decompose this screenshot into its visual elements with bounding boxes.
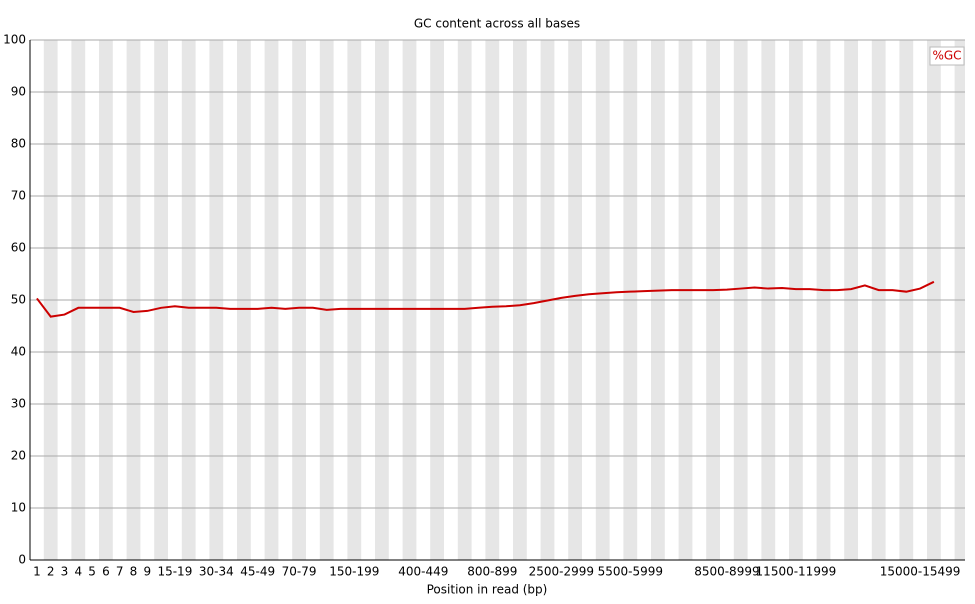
x-tick-label: 30-34 [199,565,234,579]
x-tick-label: 11500-11999 [756,565,837,579]
y-tick-label: 60 [11,241,26,255]
y-tick-label: 80 [11,137,26,151]
x-tick-label: 9 [143,565,151,579]
chart-title: GC content across all bases [414,17,580,31]
legend-box [929,46,965,66]
y-tick-label: 20 [11,449,26,463]
x-tick-label: 2500-2999 [529,565,594,579]
y-tick-label: 10 [11,501,26,515]
x-tick-label: 15-19 [157,565,192,579]
x-tick-label: 45-49 [240,565,275,579]
x-tick-label: 3 [61,565,69,579]
data-line [36,280,935,318]
x-tick-label: 5500-5999 [598,565,663,579]
legend-entry: %GC [932,49,961,63]
x-tick-label: 5 [88,565,96,579]
y-tick-label: 0 [18,553,26,567]
x-tick-label: 8500-8999 [694,565,759,579]
y-tick-label: 100 [3,33,26,47]
x-axis-label: Position in read (bp) [427,583,548,597]
x-tick-label: 7 [116,565,124,579]
x-tick-label: 800-899 [467,565,517,579]
y-tick-label: 90 [11,85,26,99]
y-tick-label: 50 [11,293,26,307]
y-tick-label: 30 [11,397,26,411]
x-tick-label: 1 [33,565,41,579]
y-tick-label: 70 [11,189,26,203]
x-tick-label: 400-449 [398,565,448,579]
x-tick-label: 150-199 [329,565,379,579]
x-tick-label: 15000-15499 [880,565,961,579]
x-tick-label: 6 [102,565,110,579]
x-tick-label: 8 [130,565,138,579]
x-tick-label: 2 [47,565,55,579]
x-tick-label: 70-79 [282,565,317,579]
x-tick-label: 4 [74,565,82,579]
y-tick-label: 40 [11,345,26,359]
